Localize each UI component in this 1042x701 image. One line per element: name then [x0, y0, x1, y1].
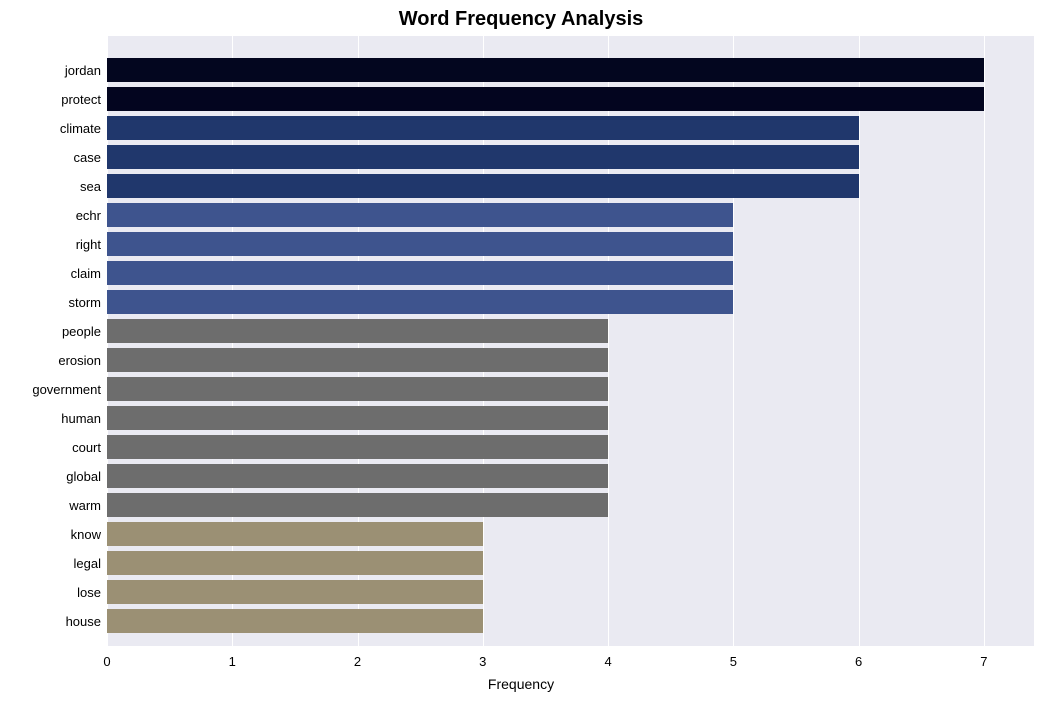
y-tick-label: house — [66, 615, 101, 628]
bar — [107, 87, 984, 111]
x-tick-label: 0 — [103, 654, 110, 669]
bar — [107, 203, 733, 227]
x-tick-label: 1 — [229, 654, 236, 669]
y-tick-label: echr — [76, 209, 101, 222]
x-axis-label: Frequency — [0, 676, 1042, 692]
bar — [107, 116, 859, 140]
y-tick-label: protect — [61, 93, 101, 106]
y-tick-label: lose — [77, 586, 101, 599]
bar — [107, 464, 608, 488]
y-tick-label: case — [74, 151, 101, 164]
word-frequency-chart: Word Frequency Analysis Frequency 0 1 2 3 4 5… — [0, 0, 1042, 701]
bar — [107, 580, 483, 604]
x-tick-label: 2 — [354, 654, 361, 669]
y-tick-label: claim — [71, 267, 101, 280]
y-tick-label: court — [72, 441, 101, 454]
y-tick-label: erosion — [58, 354, 101, 367]
y-tick-label: global — [66, 470, 101, 483]
x-tick-label: 3 — [479, 654, 486, 669]
grid-line — [859, 36, 860, 646]
bar — [107, 348, 608, 372]
bar — [107, 232, 733, 256]
bar — [107, 145, 859, 169]
x-tick-label: 7 — [980, 654, 987, 669]
bar — [107, 609, 483, 633]
x-tick-label: 6 — [855, 654, 862, 669]
y-tick-label: human — [61, 412, 101, 425]
y-tick-label: storm — [69, 296, 102, 309]
bar — [107, 58, 984, 82]
x-tick-label: 4 — [604, 654, 611, 669]
y-tick-label: know — [71, 528, 101, 541]
y-tick-label: people — [62, 325, 101, 338]
y-tick-label: government — [32, 383, 101, 396]
bar — [107, 319, 608, 343]
plot-area — [107, 36, 1034, 646]
y-tick-label: legal — [74, 557, 101, 570]
bar — [107, 551, 483, 575]
y-tick-label: warm — [69, 499, 101, 512]
bar — [107, 377, 608, 401]
bar — [107, 522, 483, 546]
bar — [107, 261, 733, 285]
x-tick-label: 5 — [730, 654, 737, 669]
chart-title: Word Frequency Analysis — [0, 8, 1042, 31]
grid-line — [984, 36, 985, 646]
bar — [107, 290, 733, 314]
bar — [107, 174, 859, 198]
y-tick-label: climate — [60, 122, 101, 135]
bar — [107, 493, 608, 517]
bar — [107, 435, 608, 459]
y-tick-label: right — [76, 238, 101, 251]
y-tick-label: sea — [80, 180, 101, 193]
bar — [107, 406, 608, 430]
y-tick-label: jordan — [65, 64, 101, 77]
